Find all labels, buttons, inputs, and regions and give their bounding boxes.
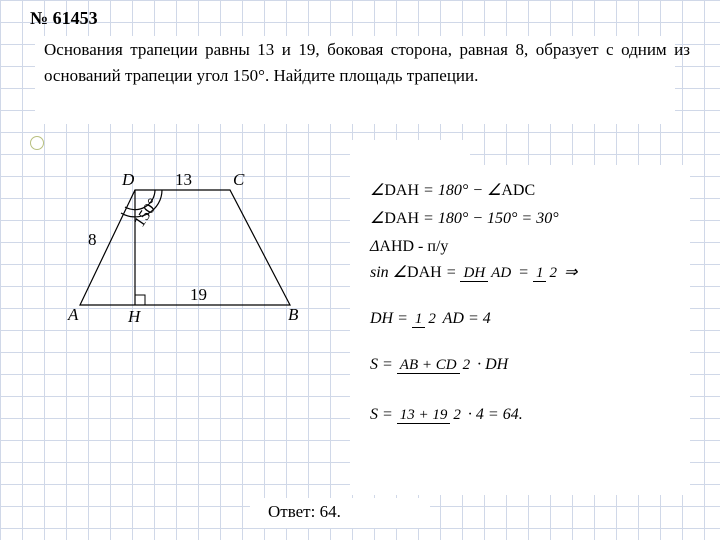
problem-text: Основания трапеции равны 13 и 19, бокова… bbox=[44, 37, 690, 88]
svg-text:B: B bbox=[288, 305, 299, 324]
svg-text:8: 8 bbox=[88, 230, 97, 249]
math-line-3: ΔAHD - п/у bbox=[370, 238, 448, 256]
bullet-marker bbox=[30, 136, 44, 150]
math-line-6: S = AB + CD2 · DH bbox=[370, 356, 508, 374]
svg-text:H: H bbox=[127, 307, 142, 326]
solution-math: ∠DAH = 180° − ∠ADC ∠DAH = 180° − 150° = … bbox=[370, 180, 690, 480]
svg-text:A: A bbox=[67, 305, 79, 324]
math-line-4: sin ∠DAH = DHAD = 12 ⇒ bbox=[370, 262, 577, 282]
svg-text:D: D bbox=[121, 170, 135, 189]
math-line-2: ∠DAH = 180° − 150° = 30° bbox=[370, 208, 559, 228]
svg-text:150°: 150° bbox=[131, 196, 162, 231]
svg-text:13: 13 bbox=[175, 170, 192, 189]
content-area: № 61453 Основания трапеции равны 13 и 19… bbox=[0, 0, 720, 104]
math-line-5: DH = 12 AD = 4 bbox=[370, 310, 491, 328]
svg-text:19: 19 bbox=[190, 285, 207, 304]
math-line-1: ∠DAH = 180° − ∠ADC bbox=[370, 180, 535, 200]
answer-text: Ответ: 64. bbox=[268, 502, 341, 522]
trapezoid-diagram: A B C D H 13 19 8 150° bbox=[60, 155, 320, 335]
problem-number: № 61453 bbox=[30, 8, 690, 29]
svg-text:C: C bbox=[233, 170, 245, 189]
math-line-7: S = 13 + 192 · 4 = 64. bbox=[370, 406, 523, 424]
